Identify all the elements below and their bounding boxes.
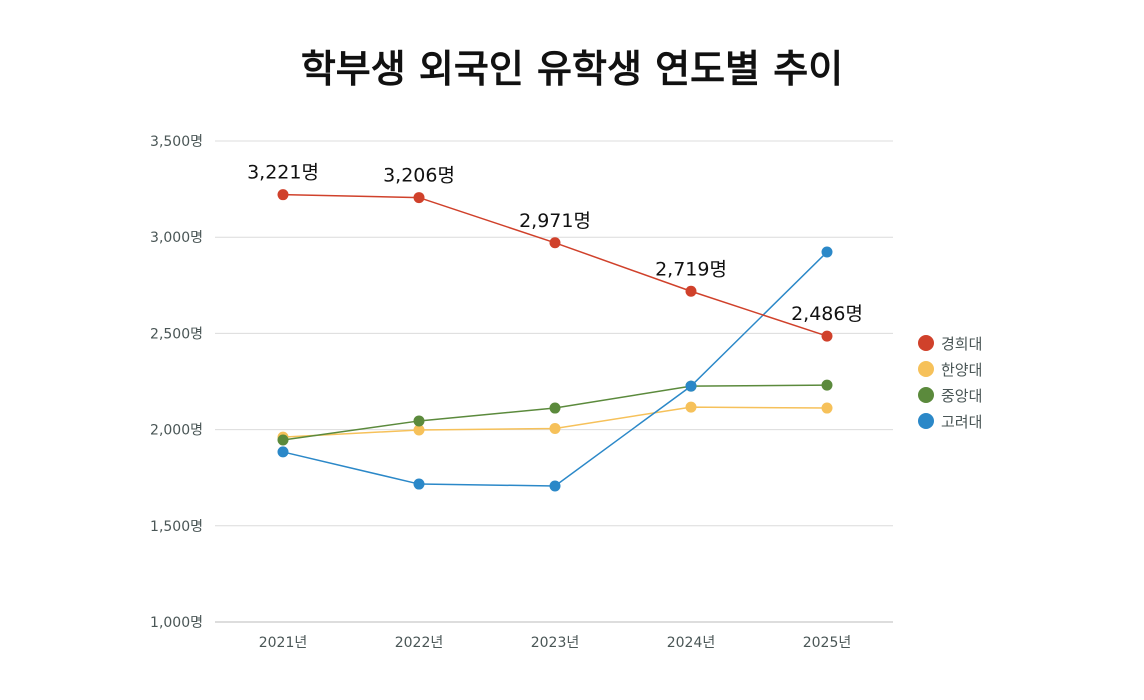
legend-label: 한양대 (941, 360, 983, 379)
data-point (277, 434, 289, 446)
legend-label: 고려대 (941, 412, 983, 431)
legend-label: 경희대 (941, 334, 983, 353)
x-tick-label: 2021년 (259, 635, 308, 651)
data-point (277, 189, 289, 201)
legend-marker-icon (918, 361, 934, 377)
data-point (821, 402, 833, 414)
chart-title: 학부생 외국인 유학생 연도별 추이 (300, 47, 844, 91)
data-point (685, 401, 697, 413)
data-point (549, 402, 561, 414)
data-point (821, 330, 833, 342)
legend-marker-icon (918, 413, 934, 429)
data-point (549, 422, 561, 434)
y-tick-label: 2,500명 (150, 326, 203, 342)
data-point (821, 379, 833, 391)
legend-item: 경희대 (918, 330, 982, 356)
legend-item: 고려대 (918, 408, 982, 434)
x-tick-label: 2024년 (667, 635, 716, 651)
x-tick-label: 2022년 (395, 635, 444, 651)
data-point (685, 285, 697, 297)
y-tick-label: 3,500명 (150, 134, 203, 150)
data-label: 3,221명 (247, 162, 319, 184)
series-line-고려대 (282, 251, 828, 487)
data-point (277, 446, 289, 458)
y-tick-label: 3,000명 (150, 230, 203, 246)
y-tick-label: 1,500명 (150, 519, 203, 535)
data-point (821, 246, 833, 258)
data-point (549, 480, 561, 492)
data-point (413, 192, 425, 204)
data-point (413, 415, 425, 427)
legend-item: 한양대 (918, 356, 982, 382)
legend-marker-icon (918, 387, 934, 403)
y-tick-label: 1,000명 (150, 615, 203, 631)
x-tick-label: 2023년 (531, 635, 580, 651)
data-label: 2,486명 (791, 303, 863, 325)
y-tick-label: 2,000명 (150, 423, 203, 439)
data-label: 3,206명 (383, 165, 455, 187)
legend-marker-icon (918, 335, 934, 351)
legend-label: 중앙대 (941, 386, 983, 405)
legend-item: 중앙대 (918, 382, 982, 408)
data-point (549, 237, 561, 249)
data-label: 2,971명 (519, 210, 591, 232)
data-point (413, 424, 425, 436)
data-point (413, 478, 425, 490)
data-label: 2,719명 (655, 258, 727, 280)
data-point (685, 380, 697, 392)
x-tick-label: 2025년 (803, 635, 852, 651)
